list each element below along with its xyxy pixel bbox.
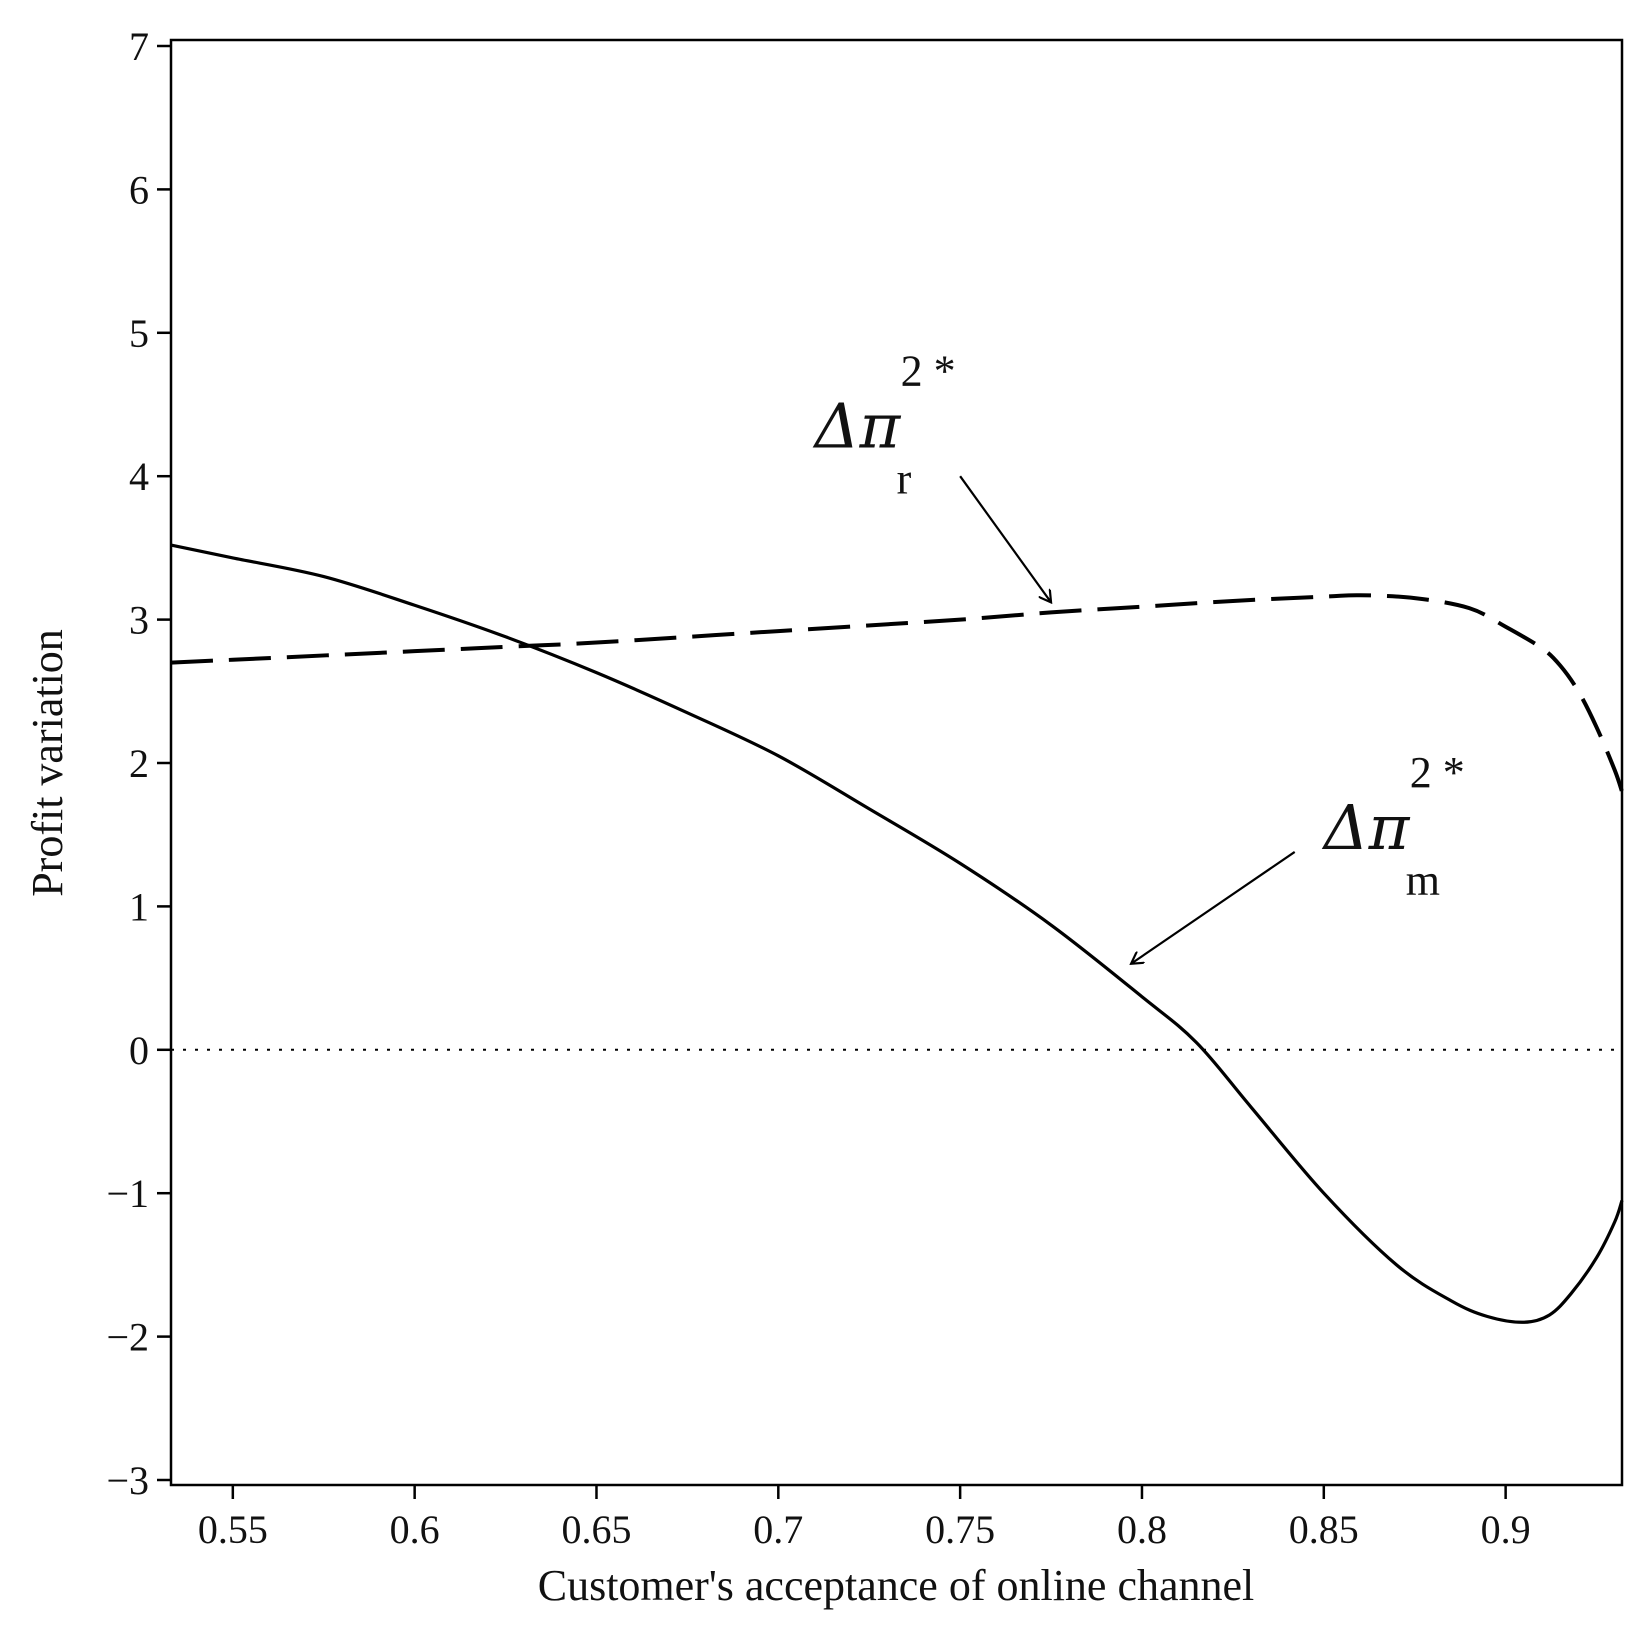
annotation-label: Δπm 2 * <box>1322 748 1465 905</box>
x-axis: 0.55 0.6 0.65 0.7 0.75 0.8 0.85 0.9 <box>198 1485 1531 1552</box>
data-point <box>1578 691 1579 692</box>
x-tick-label: 0.55 <box>198 1507 268 1552</box>
y-tick-label: −2 <box>106 1315 149 1360</box>
x-tick-label: 0.9 <box>1481 1507 1531 1552</box>
annotation-arrow <box>1131 850 1296 964</box>
y-tick-label: 4 <box>129 454 149 499</box>
y-tick-label: 6 <box>129 167 149 212</box>
series-layer <box>170 543 1624 1324</box>
annotation-superscript: 2 * <box>901 347 956 396</box>
x-axis-title: Customer's acceptance of online channel <box>538 1561 1255 1610</box>
annotation-subscript: r <box>897 455 912 504</box>
data-point <box>1541 648 1542 649</box>
series-line-manufacturer <box>170 543 1624 1324</box>
annotation-arrow <box>959 475 1051 602</box>
y-tick-label: 0 <box>129 1028 149 1073</box>
x-tick-label: 0.7 <box>753 1507 803 1552</box>
annotation-subscript: m <box>1406 856 1440 905</box>
plot-frame <box>169 38 1624 1487</box>
x-tick-label: 0.6 <box>390 1507 440 1552</box>
y-axis: −3 −2 −1 0 1 2 3 4 5 6 7 <box>106 24 171 1503</box>
y-tick-label: 7 <box>129 24 149 69</box>
x-tick-label: 0.85 <box>1289 1507 1359 1552</box>
y-axis-title: Profit variation <box>23 629 72 897</box>
annotation-superscript: 2 * <box>1410 748 1465 797</box>
x-tick-label: 0.65 <box>561 1507 631 1552</box>
series-line-retailer <box>170 593 1624 793</box>
y-tick-label: 3 <box>129 598 149 643</box>
annotation-symbol: Δπ <box>1322 791 1411 864</box>
x-tick-label: 0.8 <box>1117 1507 1167 1552</box>
data-point <box>1141 606 1142 607</box>
y-tick-label: 2 <box>129 741 149 786</box>
y-tick-label: −3 <box>106 1458 149 1503</box>
y-tick-label: −1 <box>106 1171 149 1216</box>
y-tick-label: 1 <box>129 884 149 929</box>
annotation-label: Δπr 2 * <box>813 347 956 504</box>
y-tick-label: 5 <box>129 311 149 356</box>
data-point <box>505 646 506 647</box>
x-tick-label: 0.75 <box>925 1507 995 1552</box>
annotation-symbol: Δπ <box>813 390 902 463</box>
data-point <box>1323 596 1324 597</box>
